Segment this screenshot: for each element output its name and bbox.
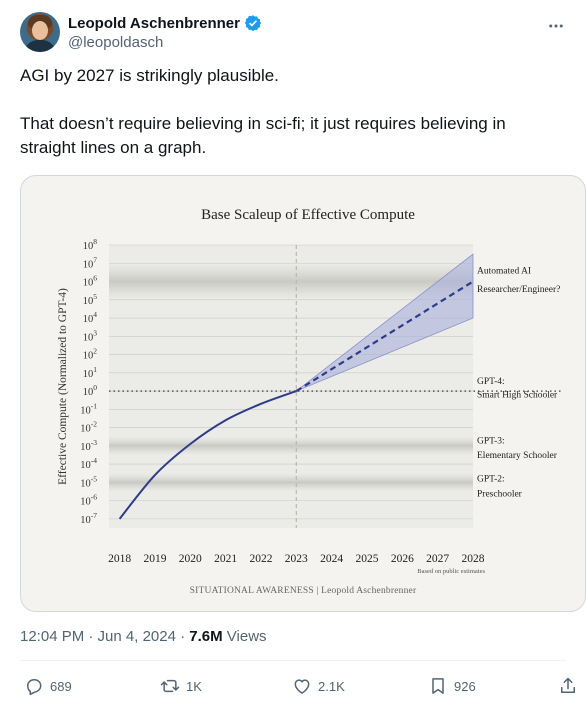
y-tick-label-8: 100 [83,383,98,398]
y-tick-label-2: 106 [83,274,98,289]
y-tick-label-13: 10-5 [80,474,97,489]
y-tick-label-6: 102 [83,347,98,362]
y-tick-label-4: 104 [83,310,98,325]
tweet-meta: 12:04 PM · Jun 4, 2024 · 7.6M Views [20,628,267,645]
y-tick-label-0: 108 [83,237,98,252]
share-icon [561,677,575,693]
chart-note: Based on public estimates [417,568,485,575]
action-bar: 689 1K 2.1K 926 [20,676,586,700]
tweet-header: Leopold Aschenbrenner @leopoldasch [20,12,566,56]
annotation-2: GPT-4: [477,377,505,387]
x-tick-label-2028: 2028 [462,553,485,565]
y-tick-label-12: 10-4 [80,456,97,471]
y-tick-label-1: 107 [83,255,98,270]
y-axis-label: Effective Compute (Normalized to GPT-4) [57,288,69,485]
y-tick-label-3: 105 [83,292,98,307]
divider [20,660,566,661]
tweet-text: AGI by 2027 is strikingly plausible. Tha… [20,64,566,184]
y-tick-label-15: 10-7 [80,511,97,526]
repost-count: 1K [186,678,202,694]
name-row: Leopold Aschenbrenner [68,14,262,32]
tweet-line-1: AGI by 2027 is strikingly plausible. [20,66,279,85]
reply-count: 689 [50,678,72,694]
reply-icon [27,679,42,696]
bookmark-count: 926 [454,678,476,694]
like-button[interactable]: 2.1K [292,676,345,696]
x-tick-label-2021: 2021 [214,553,237,565]
x-tick-label-2018: 2018 [108,553,131,565]
display-name[interactable]: Leopold Aschenbrenner [68,14,240,32]
y-tick-label-5: 103 [83,328,98,343]
views-label: Views [222,628,267,645]
historical-line [118,390,297,520]
verified-badge-icon [244,15,262,32]
y-tick-label-14: 10-6 [80,493,97,508]
meta-separator: · [175,628,190,645]
tweet-line-2: That doesn’t require believing in sci-fi… [20,114,506,157]
reply-button[interactable]: 689 [24,676,72,696]
y-tick-label-11: 10-3 [80,438,97,453]
chart-footer: SITUATIONAL AWARENESS | Leopold Aschenbr… [190,586,417,596]
x-tick-label-2020: 2020 [179,553,202,565]
annotation-7: Preschooler [477,489,523,499]
like-icon [294,679,310,694]
repost-icon [160,679,180,693]
views-count: 7.6M [189,628,223,645]
x-tick-label-2027: 2027 [426,553,449,565]
annotation-4: GPT-3: [477,436,505,446]
like-count: 2.1K [318,678,345,694]
y-tick-label-9: 10-1 [80,401,97,416]
timestamp[interactable]: 12:04 PM · Jun 4, 2024 [20,628,176,645]
x-tick-label-2026: 2026 [391,553,414,565]
avatar[interactable] [20,12,60,52]
chart-title: Base Scaleup of Effective Compute [201,207,415,223]
projection-line [295,280,474,392]
annotation-5: Elementary Schooler [477,451,558,461]
annotation-0: Automated AI [477,267,531,277]
x-tick-label-2019: 2019 [143,553,166,565]
more-options-icon[interactable] [546,16,566,36]
projection-band [296,253,474,392]
bookmark-button[interactable]: 926 [428,676,476,696]
y-tick-label-10: 10-2 [80,420,97,435]
x-tick-label-2024: 2024 [320,553,343,565]
share-button[interactable] [558,676,578,696]
bookmark-icon [432,678,444,694]
annotation-1: Researcher/Engineer? [477,285,560,295]
annotation-6: GPT-2: [477,475,505,485]
x-tick-label-2022: 2022 [249,553,272,565]
compute-chart: Base Scaleup of Effective Compute Effecti… [57,207,561,596]
annotation-3: Smart High Schooler [477,391,558,401]
handle[interactable]: @leopoldasch [68,34,164,51]
x-tick-label-2023: 2023 [285,553,308,565]
y-tick-label-7: 101 [83,365,98,380]
x-tick-label-2025: 2025 [355,553,378,565]
tweet-image[interactable]: Base Scaleup of Effective Compute Effecti… [20,175,586,612]
repost-button[interactable]: 1K [160,676,202,696]
